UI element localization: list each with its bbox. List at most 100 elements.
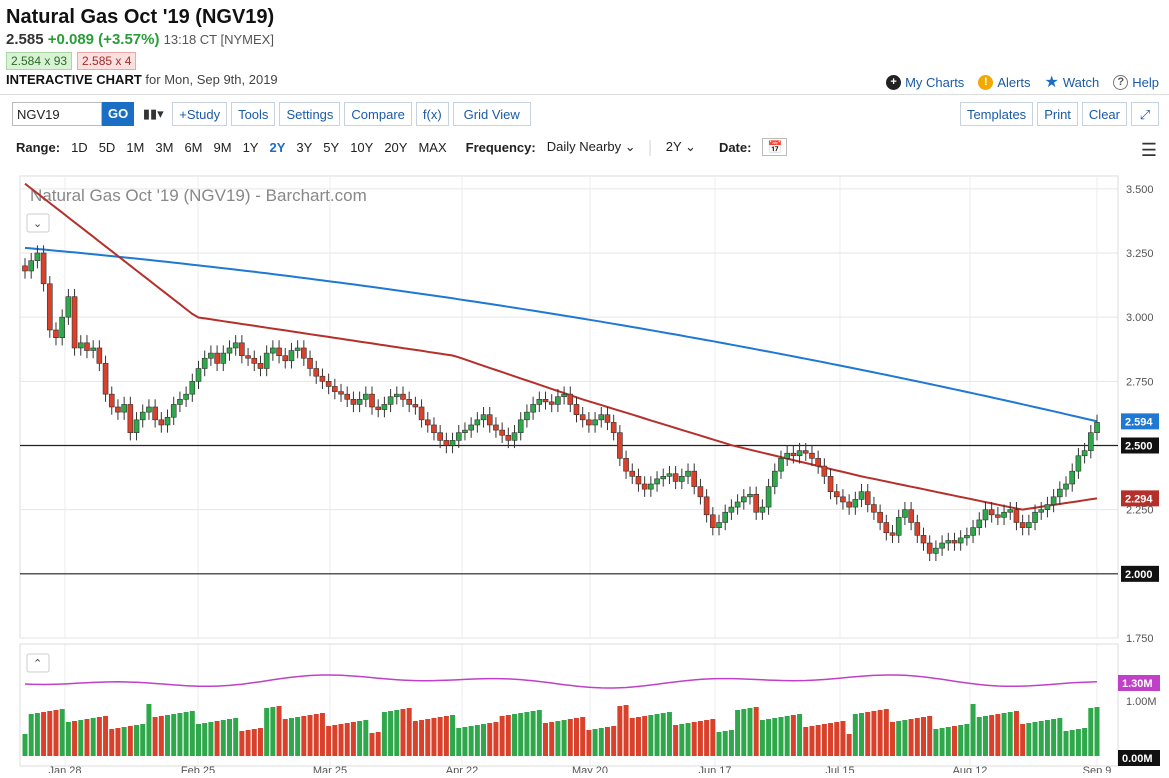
volume-bar (573, 718, 579, 756)
candle-body (1032, 511, 1038, 523)
volume-bar (840, 721, 846, 756)
volume-bar (22, 734, 28, 756)
volume-bar (233, 718, 239, 756)
range-option-9m[interactable]: 9M (213, 139, 232, 155)
range-option-max[interactable]: MAX (418, 139, 447, 155)
range-option-1y[interactable]: 1Y (242, 139, 259, 155)
compare-button[interactable]: Compare (344, 102, 412, 126)
volume-bar (431, 718, 437, 756)
volume-bar (598, 728, 604, 756)
volume-bar (394, 710, 400, 756)
candle-body (22, 265, 28, 272)
support-price-label: 2.000 (1125, 569, 1153, 581)
candle-body (356, 399, 363, 405)
range-option-3y[interactable]: 3Y (296, 139, 313, 155)
candle-body (1026, 522, 1032, 528)
volume-bar (388, 711, 394, 756)
grid-view-button[interactable]: Grid View (452, 102, 531, 126)
candle-body (1038, 509, 1045, 513)
volume-bar (914, 718, 920, 756)
candle-body (480, 414, 487, 421)
go-button[interactable]: GO (102, 102, 135, 126)
range-option-3m[interactable]: 3M (155, 139, 174, 155)
volume-bar (642, 716, 648, 756)
candle-type-icon[interactable]: ▮▮▾ (142, 106, 164, 121)
volume-bar (1094, 707, 1100, 756)
volume-bar (989, 715, 995, 756)
chart-svg[interactable]: 3.500 3.250 3.000 2.750 2.500 2.250 2.000 1.750… (0, 166, 1169, 777)
volume-bar (976, 717, 982, 756)
volume-bar (704, 720, 710, 756)
date-label: Date: (718, 139, 752, 155)
volume-bar (202, 723, 208, 756)
candle-body (511, 432, 518, 441)
y-tick-label: 2.250 (1126, 505, 1154, 517)
period-select[interactable]: 2Y ⌄ (665, 139, 696, 154)
candle-body (499, 429, 505, 436)
candle-body (245, 355, 251, 359)
candle-body (195, 368, 202, 382)
bid-badge: 2.584 x 93 (6, 52, 73, 70)
y-tick-label: 3.500 (1126, 184, 1154, 196)
last-price-label-bg (1121, 437, 1159, 454)
volume-bar (208, 722, 214, 756)
volume-bar (1057, 718, 1063, 756)
volume-bar (72, 721, 78, 756)
expand-icon[interactable]: ⤢ (1131, 102, 1159, 126)
symbol-input[interactable]: NGV19 (12, 102, 102, 126)
frequency-select[interactable]: Daily Nearby ⌄ (546, 139, 636, 154)
volume-bar (1088, 708, 1094, 756)
my-charts-link[interactable]: + My Charts (886, 74, 964, 90)
range-option-20y[interactable]: 20Y (384, 139, 408, 155)
range-option-1m[interactable]: 1M (126, 139, 145, 155)
volume-bar (902, 720, 908, 756)
volume-bar (549, 722, 555, 756)
candle-body (232, 342, 239, 349)
candle-body (139, 411, 146, 421)
help-link[interactable]: ? Help (1113, 74, 1159, 90)
range-option-6m[interactable]: 6M (184, 139, 203, 155)
volume-bar (995, 714, 1001, 756)
volume-bar (493, 722, 499, 756)
study-button[interactable]: +Study (172, 102, 228, 126)
range-option-5d[interactable]: 5D (98, 139, 116, 155)
candle-body (127, 404, 134, 433)
candle-body (561, 393, 567, 398)
watch-link[interactable]: ★ Watch (1045, 72, 1100, 92)
candle-body (152, 406, 158, 421)
print-button[interactable]: Print (1037, 102, 1078, 126)
candle-body (902, 509, 908, 518)
range-option-2y[interactable]: 2Y (269, 139, 286, 155)
volume-bar (679, 724, 685, 756)
y-tick-label: 3.250 (1126, 248, 1154, 260)
templates-button[interactable]: Templates (959, 102, 1034, 126)
volume-bar (350, 722, 356, 756)
volume-bar (828, 723, 834, 756)
volume-bar (561, 720, 567, 756)
star-icon: ★ (1044, 74, 1059, 91)
tools-button[interactable]: Tools (231, 102, 276, 126)
range-option-5y[interactable]: 5Y (323, 139, 340, 155)
alerts-link[interactable]: ! Alerts (978, 74, 1031, 90)
clear-button[interactable]: Clear (1081, 102, 1127, 126)
volume-bar (34, 713, 40, 756)
menu-icon[interactable]: ☰ (1140, 140, 1157, 160)
candle-body (226, 347, 233, 354)
alert-icon: ! (978, 74, 994, 90)
fx-button[interactable]: f(x) (415, 102, 449, 126)
candle-body (610, 422, 617, 433)
volume-bar (307, 715, 313, 756)
calendar-icon[interactable]: 📅 (762, 138, 788, 156)
candle-body (877, 511, 883, 523)
volume-bar (96, 717, 102, 756)
settings-button[interactable]: Settings (279, 102, 341, 126)
volume-bar (28, 714, 34, 756)
volume-bar (611, 726, 617, 756)
range-option-1d[interactable]: 1D (71, 139, 88, 155)
chart-area[interactable]: 3.500 3.250 3.000 2.750 2.500 2.250 2.000 1.750… (0, 166, 1169, 777)
candle-body (313, 368, 320, 377)
volume-bar (462, 727, 468, 756)
range-option-10y[interactable]: 10Y (350, 139, 374, 155)
ask-badge: 2.585 x 4 (77, 52, 137, 70)
candle-body (239, 342, 245, 356)
